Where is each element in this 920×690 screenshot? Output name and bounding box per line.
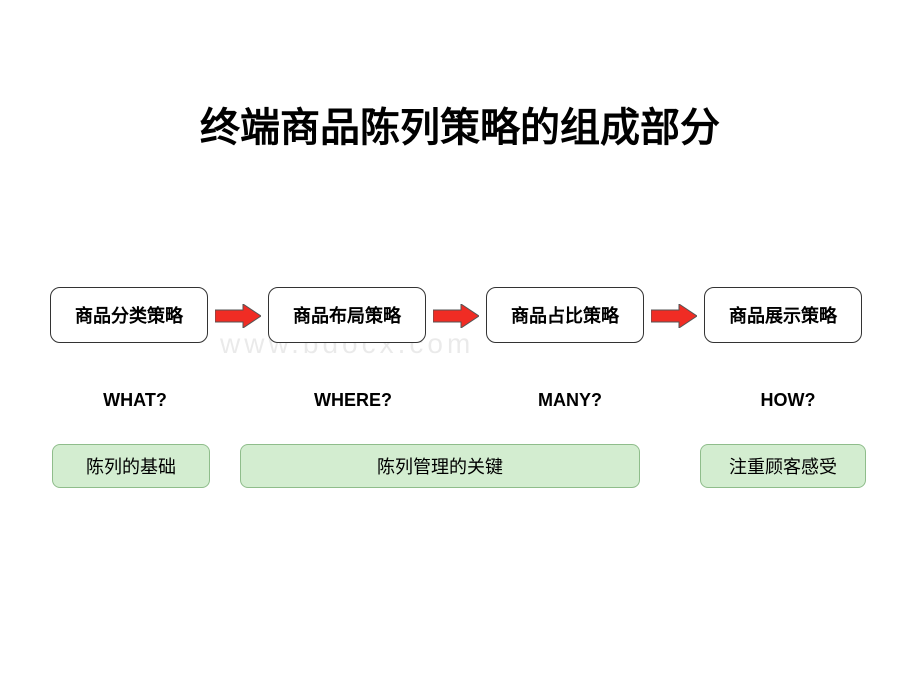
node-classification: 商品分类策略 <box>50 287 208 343</box>
question-where: WHERE? <box>303 390 403 411</box>
green-label: 注重顾客感受 <box>729 453 837 479</box>
node-proportion: 商品占比策略 <box>486 287 644 343</box>
question-how: HOW? <box>753 390 823 411</box>
arrow-icon <box>433 304 479 328</box>
node-layout: 商品布局策略 <box>268 287 426 343</box>
node-label: 商品占比策略 <box>511 302 619 328</box>
question-what: WHAT? <box>95 390 175 411</box>
arrow-icon <box>651 304 697 328</box>
node-label: 商品布局策略 <box>293 302 401 328</box>
node-display: 商品展示策略 <box>704 287 862 343</box>
green-label: 陈列管理的关键 <box>377 453 503 479</box>
node-label: 商品分类策略 <box>75 302 183 328</box>
green-key: 陈列管理的关键 <box>240 444 640 488</box>
node-label: 商品展示策略 <box>729 302 837 328</box>
green-foundation: 陈列的基础 <box>52 444 210 488</box>
question-many: MANY? <box>530 390 610 411</box>
page-title: 终端商品陈列策略的组成部分 <box>0 95 920 153</box>
green-label: 陈列的基础 <box>86 453 176 479</box>
green-customer: 注重顾客感受 <box>700 444 866 488</box>
arrow-icon <box>215 304 261 328</box>
